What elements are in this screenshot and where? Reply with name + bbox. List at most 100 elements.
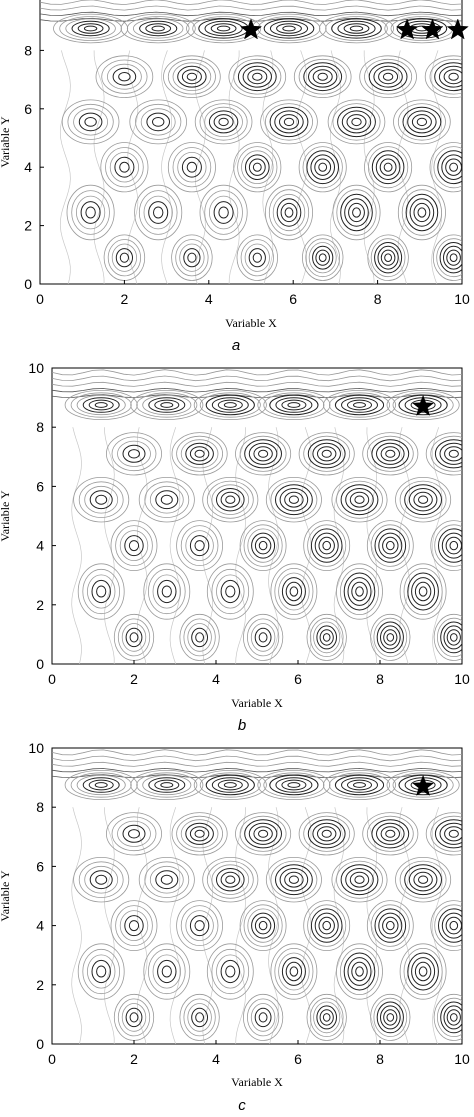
contour-line bbox=[317, 72, 328, 81]
contour-line bbox=[314, 912, 339, 939]
contour-line bbox=[284, 491, 304, 508]
contour-line bbox=[64, 770, 138, 801]
contour-line bbox=[119, 252, 130, 263]
contour-line bbox=[78, 112, 103, 132]
contour-line bbox=[91, 579, 111, 604]
contour-line bbox=[243, 904, 283, 947]
contour-line bbox=[205, 394, 255, 416]
contour-line bbox=[374, 528, 407, 563]
star-marker bbox=[421, 18, 444, 40]
contour-line bbox=[270, 480, 318, 519]
contour-line bbox=[279, 868, 309, 892]
contour-line bbox=[312, 245, 334, 270]
contour-line bbox=[336, 563, 383, 620]
contour-line bbox=[434, 524, 462, 567]
contour-line bbox=[251, 912, 276, 939]
contour-line bbox=[128, 829, 140, 839]
contour-line bbox=[403, 948, 443, 996]
contour-line bbox=[223, 402, 237, 408]
contour-line bbox=[314, 158, 332, 176]
contour-line bbox=[404, 484, 443, 516]
contour-line bbox=[187, 623, 212, 652]
contour-line bbox=[429, 142, 462, 193]
contour-line bbox=[76, 394, 126, 416]
contour-line bbox=[433, 993, 462, 1041]
contour-line bbox=[189, 446, 210, 462]
contour-line bbox=[117, 820, 151, 847]
contour-line bbox=[112, 67, 137, 86]
contour-line bbox=[268, 427, 279, 664]
contour-line bbox=[446, 1009, 461, 1026]
contour-line bbox=[160, 494, 173, 505]
contour-line bbox=[439, 242, 462, 274]
contour-line bbox=[129, 1012, 139, 1023]
contour-line bbox=[78, 861, 124, 898]
contour-line bbox=[353, 402, 366, 408]
contour-line bbox=[89, 870, 113, 890]
contour-line bbox=[189, 826, 210, 842]
contour-line bbox=[373, 617, 408, 658]
contour-line bbox=[111, 436, 157, 472]
contour-line bbox=[94, 782, 108, 788]
contour-line bbox=[383, 1009, 398, 1026]
contour-line bbox=[250, 623, 276, 652]
contour-line bbox=[152, 954, 182, 989]
contour-line bbox=[65, 18, 116, 39]
contour-line bbox=[334, 394, 385, 416]
contour-line bbox=[152, 117, 165, 127]
contour-line bbox=[157, 959, 177, 984]
contour-line bbox=[220, 579, 241, 604]
contour-line bbox=[172, 62, 212, 91]
contour-line bbox=[349, 491, 370, 508]
contour-line bbox=[282, 25, 296, 32]
contour-line bbox=[76, 195, 106, 230]
contour-line bbox=[418, 495, 429, 504]
contour-line bbox=[107, 239, 141, 277]
contour-line bbox=[268, 189, 310, 236]
x-axis-title: Variable X bbox=[225, 316, 277, 330]
contour-line bbox=[270, 943, 318, 1000]
contour-line bbox=[438, 908, 462, 943]
contour-line bbox=[258, 632, 268, 643]
contour-line bbox=[148, 777, 186, 793]
contour-line bbox=[399, 943, 447, 1000]
contour-line bbox=[402, 106, 442, 138]
contour-line bbox=[235, 807, 246, 1044]
contour-line bbox=[370, 613, 411, 661]
contour-line bbox=[189, 535, 210, 557]
contour-line bbox=[366, 435, 414, 472]
contour-line bbox=[175, 239, 209, 277]
contour-line bbox=[383, 162, 393, 172]
contour-line bbox=[211, 948, 250, 995]
contour-line bbox=[337, 20, 376, 37]
contour-line bbox=[119, 161, 130, 173]
contour-line bbox=[228, 55, 287, 98]
contour-line bbox=[149, 865, 184, 894]
contour-line bbox=[362, 432, 419, 476]
contour-line bbox=[225, 495, 236, 504]
contour-line bbox=[185, 910, 214, 941]
contour-line bbox=[177, 65, 207, 88]
contour-line bbox=[373, 997, 408, 1038]
contour-line bbox=[306, 993, 347, 1041]
contour-line bbox=[443, 1005, 462, 1030]
contour-line bbox=[411, 957, 436, 986]
contour-line bbox=[132, 18, 184, 39]
contour-line bbox=[449, 162, 459, 172]
contour-line bbox=[269, 394, 319, 416]
contour-line bbox=[345, 488, 374, 512]
contour-line bbox=[195, 632, 205, 643]
contour-line bbox=[418, 966, 428, 977]
plot-area bbox=[39, 0, 463, 285]
contour-line bbox=[187, 1003, 212, 1032]
contour-line bbox=[193, 389, 267, 420]
contour-line bbox=[322, 1013, 331, 1022]
contour-line bbox=[287, 402, 301, 408]
contour-line bbox=[411, 577, 436, 606]
contour-line bbox=[336, 480, 383, 519]
contour-line bbox=[258, 449, 269, 458]
contour-line bbox=[284, 871, 304, 888]
x-tick-label: 2 bbox=[130, 1051, 138, 1067]
contour-panel-a: 0 2 4 6 8 10 0 2 4 6 8 Variable X Variable Y a bbox=[0, 0, 470, 354]
contour-line bbox=[237, 62, 277, 92]
